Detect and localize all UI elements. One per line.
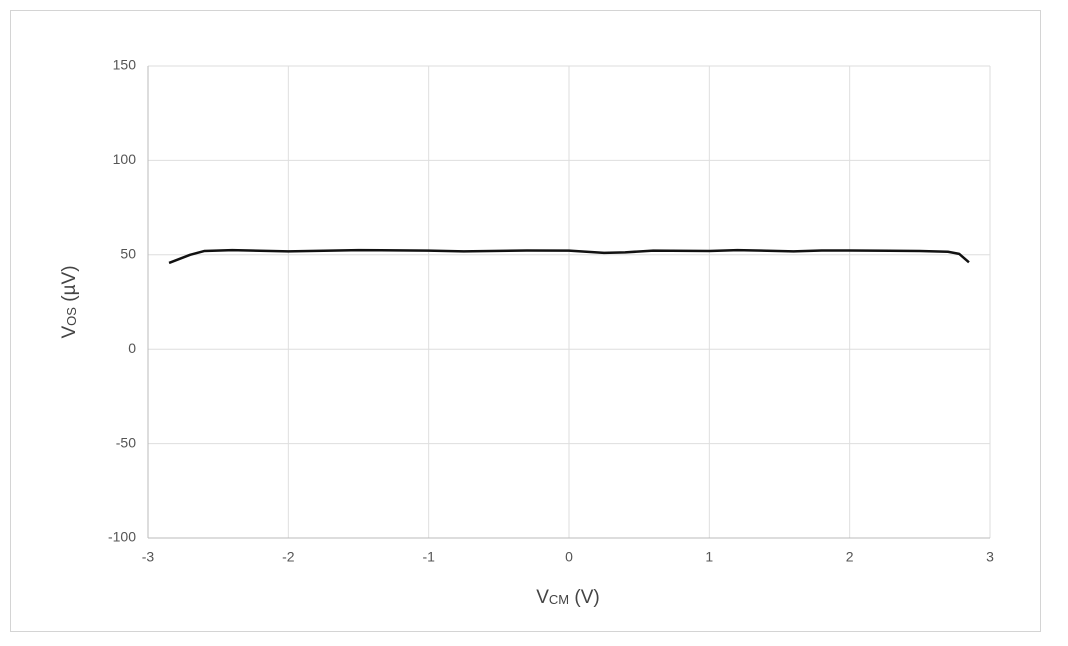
x-axis-title-unit: (V) [569, 587, 600, 608]
chart-frame [10, 10, 1041, 632]
x-tick-label: -3 [142, 549, 155, 565]
x-tick-label: 3 [986, 549, 994, 565]
x-tick-label: 0 [565, 549, 573, 565]
y-axis-title: VOS (µV) [59, 265, 80, 338]
x-axis-title: VCM (V) [536, 587, 600, 608]
y-tick-label: 50 [120, 246, 136, 262]
data-line [168, 248, 970, 265]
y-axis-title-sub: OS [64, 307, 79, 326]
x-tick-label: 2 [846, 549, 854, 565]
y-tick-label: -100 [108, 529, 136, 545]
x-tick-label: 1 [705, 549, 713, 565]
x-tick-label: -1 [422, 549, 435, 565]
y-tick-label: 150 [113, 57, 137, 73]
y-tick-label: 100 [113, 151, 137, 167]
y-tick-label: 0 [128, 340, 136, 356]
y-axis-title-main: V [59, 326, 80, 339]
y-axis-title-unit: (µV) [59, 265, 80, 307]
x-axis-title-sub: CM [549, 592, 569, 607]
x-tick-label: -2 [282, 549, 295, 565]
y-tick-label: -50 [116, 434, 136, 450]
x-axis-title-main: V [536, 587, 549, 608]
